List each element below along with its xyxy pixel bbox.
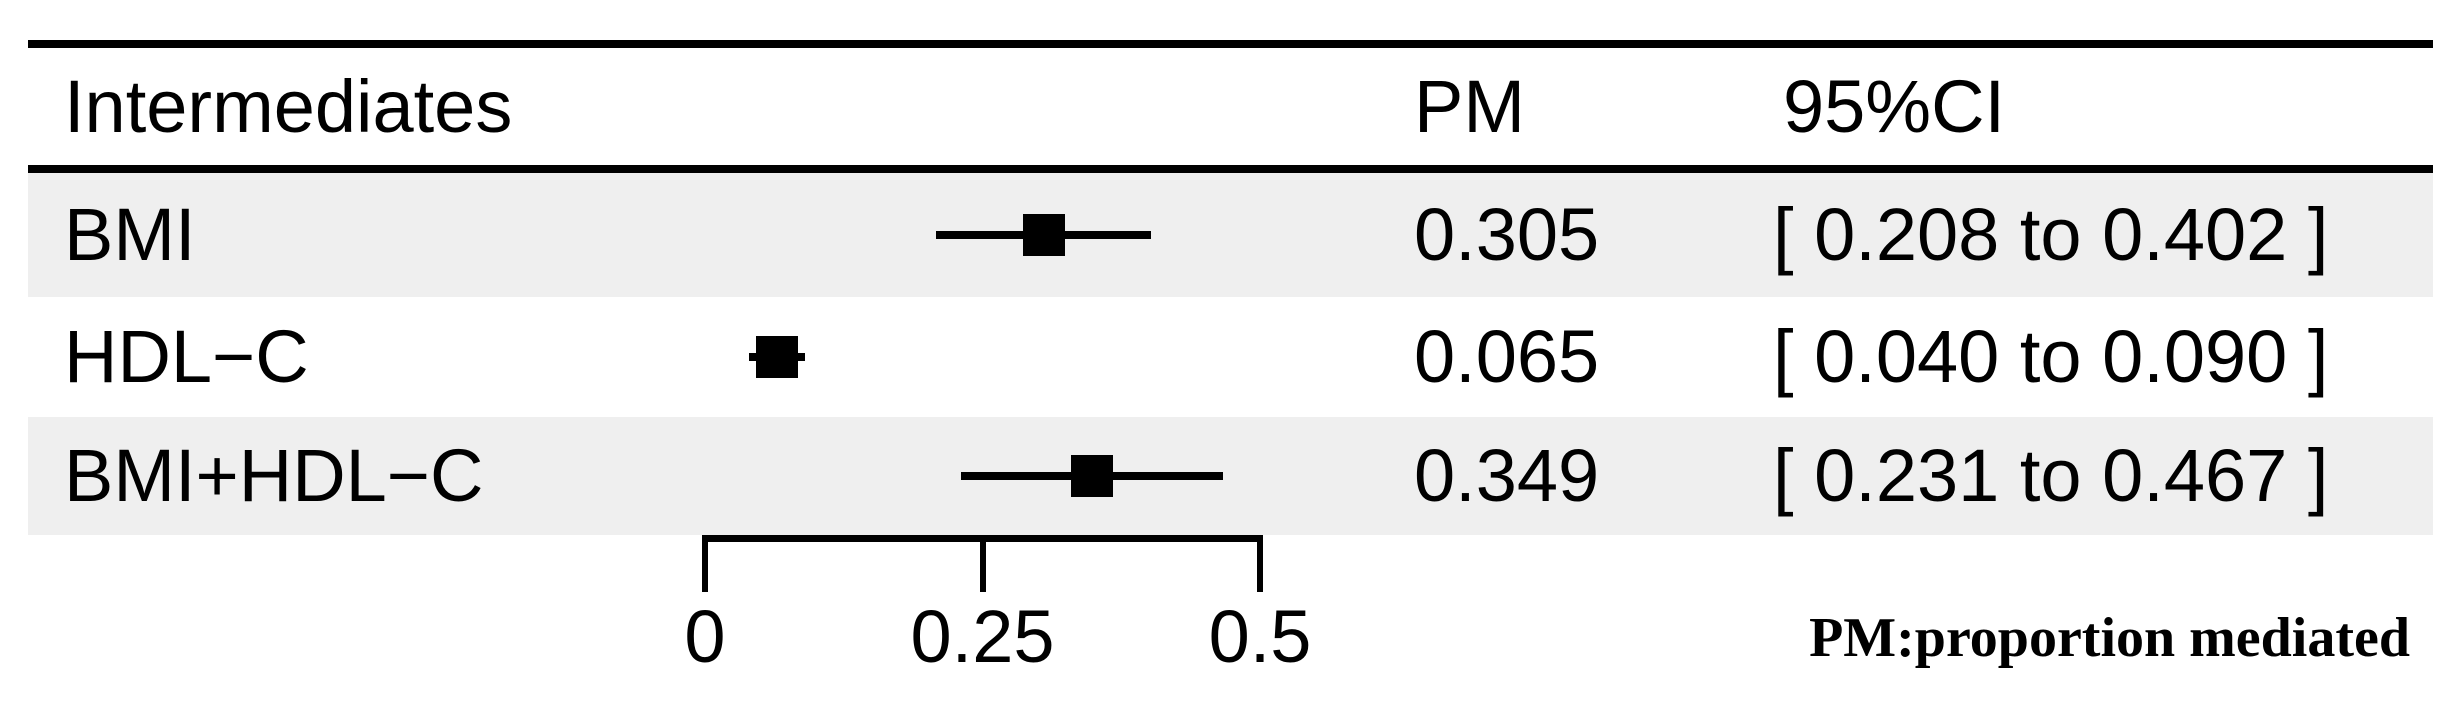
table-header-row: Intermediates PM 95%CI [28, 48, 2433, 165]
header-pm: PM [1414, 64, 1525, 148]
row-label: BMI [64, 193, 196, 276]
footnote-pm-definition: PM:proportion mediated [1809, 607, 2410, 669]
table-row: HDL−C 0.065 [ 0.040 to 0.090 ] [28, 297, 2433, 417]
row-ci-value: [ 0.231 to 0.467 ] [1773, 434, 2329, 517]
top-rule [28, 40, 2433, 48]
x-axis-tick-label: 0.25 [910, 595, 1055, 678]
row-ci-value: [ 0.208 to 0.402 ] [1773, 193, 2329, 276]
x-axis-tick [1257, 537, 1263, 592]
row-ci-value: [ 0.040 to 0.090 ] [1773, 315, 2329, 398]
row-label: HDL−C [64, 315, 309, 398]
row-pm-value: 0.065 [1414, 315, 1600, 398]
row-label: BMI+HDL−C [64, 434, 484, 517]
x-axis-tick [702, 537, 708, 592]
x-axis-tick [979, 537, 986, 592]
header-95ci: 95%CI [1783, 64, 2006, 148]
row-pm-value: 0.305 [1414, 193, 1600, 276]
x-axis-tick-label: 0 [684, 595, 726, 678]
header-intermediates: Intermediates [64, 64, 513, 148]
row-pm-value: 0.349 [1414, 434, 1600, 517]
table-row: BMI+HDL−C 0.349 [ 0.231 to 0.467 ] [28, 417, 2433, 535]
header-rule [28, 165, 2433, 173]
x-axis-line [702, 535, 1263, 542]
x-axis-tick-label: 0.5 [1208, 595, 1312, 678]
table-row: BMI 0.305 [ 0.208 to 0.402 ] [28, 173, 2433, 297]
